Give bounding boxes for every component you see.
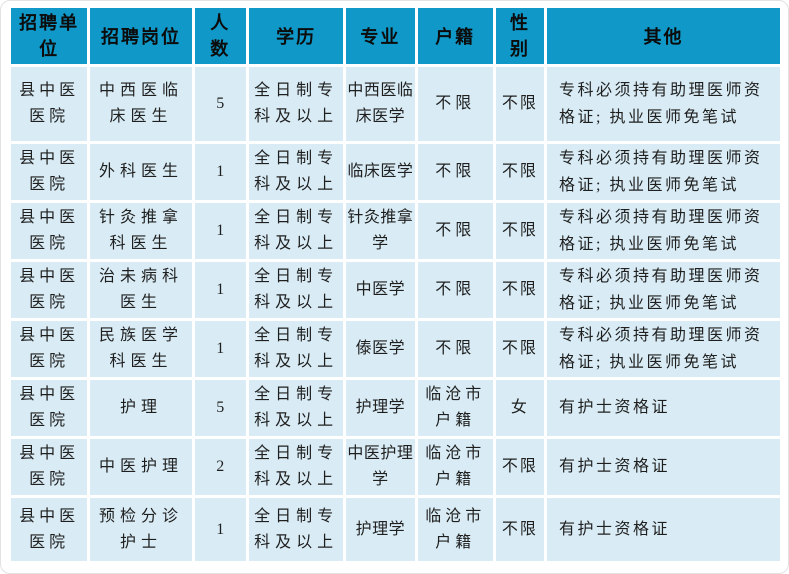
table-cell: 中医学 bbox=[346, 262, 415, 318]
column-header-label: 招聘单位 bbox=[19, 12, 80, 59]
table-cell: 临沧市户籍 bbox=[417, 439, 493, 495]
table-row: 县中医医院 护理 5 全日制专科及以上 护理学 临沧市户籍女有护士资格证 bbox=[11, 380, 780, 436]
table-cell: 专科必须持有助理医师资格证; 执业医师免笔试 bbox=[547, 67, 780, 141]
column-header: 性别 bbox=[495, 8, 545, 64]
table-row: 县中医医院 针灸推拿科医生 1 全日制专科及以上 针灸推拿学 不限 不限 专科必须持有助理医师… bbox=[11, 203, 780, 259]
column-header-label: 户籍 bbox=[435, 26, 476, 47]
table-cell: 预检分诊护士 bbox=[90, 498, 192, 561]
table-cell: 治未病科医生 bbox=[90, 262, 192, 318]
table-cell: 县中医医院 bbox=[11, 144, 88, 200]
header-row: 招聘单位 招聘岗位 人数 学历 专业 户籍 性别 其他 bbox=[11, 8, 780, 64]
table-cell: 女 bbox=[495, 380, 545, 436]
table-cell: 专科必须持有助理医师资格证; 执业医师免笔试 bbox=[547, 262, 780, 318]
table-cell: 全日制专科及以上 bbox=[248, 498, 344, 561]
table-cell: 不限 bbox=[417, 67, 493, 141]
column-header-label: 人数 bbox=[210, 12, 231, 59]
table-cell: 不限 bbox=[495, 498, 545, 561]
table-cell: 1 bbox=[194, 498, 246, 561]
table-cell: 1 bbox=[194, 203, 246, 259]
table-cell: 县中医医院 bbox=[11, 262, 88, 318]
table-cell: 不限 bbox=[495, 203, 545, 259]
table-cell: 外科医生 bbox=[90, 144, 192, 200]
table-cell: 全日制专科及以上 bbox=[248, 203, 344, 259]
table-cell: 县中医医院 bbox=[11, 439, 88, 495]
table-cell: 专科必须持有助理医师资格证; 执业医师免笔试 bbox=[547, 203, 780, 259]
table-body: 县中医医院 中西医临床医生 5 全日制专科及以上 中西医临床医学 不限 不限 专科必须持有助理… bbox=[11, 67, 780, 561]
table-cell: 护理学 bbox=[346, 498, 415, 561]
table-cell: 中西医临床医学 bbox=[346, 67, 415, 141]
table-cell: 5 bbox=[194, 67, 246, 141]
table-cell: 全日制专科及以上 bbox=[248, 67, 344, 141]
table-cell: 1 bbox=[194, 144, 246, 200]
table-cell: 县中医医院 bbox=[11, 67, 88, 141]
column-header-label: 学历 bbox=[276, 26, 317, 47]
column-header: 户籍 bbox=[417, 8, 493, 64]
table-row: 县中医医院 治未病科医生 1 全日制专科及以上 中医学 不限 不限 专科必须持有助理医师资格证… bbox=[11, 262, 780, 318]
table-row: 县中医医院 中西医临床医生 5 全日制专科及以上 中西医临床医学 不限 不限 专科必须持有助理… bbox=[11, 67, 780, 141]
table-cell: 不限 bbox=[495, 321, 545, 377]
table-cell: 不限 bbox=[417, 262, 493, 318]
recruitment-table: 招聘单位 招聘岗位 人数 学历 专业 户籍 性别 其他 县中医医院 中西医临床医生 5 全日制专科及… bbox=[8, 5, 783, 564]
table-cell: 全日制专科及以上 bbox=[248, 380, 344, 436]
table-cell: 全日制专科及以上 bbox=[248, 262, 344, 318]
table-row: 县中医医院 民族医学科医生 1 全日制专科及以上 傣医学 不限 不限 专科必须持有助理医师资格… bbox=[11, 321, 780, 377]
table-cell: 县中医医院 bbox=[11, 498, 88, 561]
table-row: 县中医医院 预检分诊护士 1 全日制专科及以上 护理学 临沧市户籍 不限 有护士资格证 bbox=[11, 498, 780, 561]
table-cell: 护理 bbox=[90, 380, 192, 436]
table-cell: 临床医学 bbox=[346, 144, 415, 200]
table-cell: 傣医学 bbox=[346, 321, 415, 377]
table-cell: 民族医学科医生 bbox=[90, 321, 192, 377]
table-cell: 1 bbox=[194, 262, 246, 318]
table-cell: 中西医临床医生 bbox=[90, 67, 192, 141]
column-header: 人数 bbox=[194, 8, 246, 64]
column-header-label: 性别 bbox=[509, 12, 530, 59]
table-cell: 中医护理学 bbox=[346, 439, 415, 495]
table-cell: 不限 bbox=[495, 67, 545, 141]
table-cell: 针灸推拿科医生 bbox=[90, 203, 192, 259]
column-header: 招聘单位 bbox=[11, 8, 88, 64]
table-cell: 有护士资格证 bbox=[547, 439, 780, 495]
table-header: 招聘单位 招聘岗位 人数 学历 专业 户籍 性别 其他 bbox=[11, 8, 780, 64]
table-cell: 中医护理 bbox=[90, 439, 192, 495]
table-cell: 2 bbox=[194, 439, 246, 495]
table-cell: 不限 bbox=[495, 262, 545, 318]
column-header: 学历 bbox=[248, 8, 344, 64]
table-row: 县中医医院 外科医生 1 全日制专科及以上 临床医学 不限 不限 专科必须持有助理医师资格证;… bbox=[11, 144, 780, 200]
table-cell: 1 bbox=[194, 321, 246, 377]
table-cell: 不限 bbox=[495, 439, 545, 495]
table-cell: 县中医医院 bbox=[11, 203, 88, 259]
table-row: 县中医医院 中医护理 2 全日制专科及以上 中医护理学 临沧市户籍 不限 有护士资格证 bbox=[11, 439, 780, 495]
table-cell: 不限 bbox=[417, 321, 493, 377]
table-cell: 有护士资格证 bbox=[547, 380, 780, 436]
column-header-label: 专业 bbox=[360, 26, 401, 47]
table-cell: 全日制专科及以上 bbox=[248, 439, 344, 495]
table-cell: 不限 bbox=[495, 144, 545, 200]
table-cell: 针灸推拿学 bbox=[346, 203, 415, 259]
table-cell: 5 bbox=[194, 380, 246, 436]
table-cell: 专科必须持有助理医师资格证; 执业医师免笔试 bbox=[547, 144, 780, 200]
column-header: 专业 bbox=[346, 8, 415, 64]
table-cell: 不限 bbox=[417, 144, 493, 200]
column-header: 其他 bbox=[547, 8, 780, 64]
table-cell: 全日制专科及以上 bbox=[248, 321, 344, 377]
table-cell: 临沧市户籍 bbox=[417, 380, 493, 436]
table-cell: 全日制专科及以上 bbox=[248, 144, 344, 200]
table-cell: 有护士资格证 bbox=[547, 498, 780, 561]
table-cell: 护理学 bbox=[346, 380, 415, 436]
column-header-label: 招聘岗位 bbox=[101, 26, 181, 47]
table-cell: 县中医医院 bbox=[11, 380, 88, 436]
table-cell: 县中医医院 bbox=[11, 321, 88, 377]
table-cell: 专科必须持有助理医师资格证; 执业医师免笔试 bbox=[547, 321, 780, 377]
table-cell: 不限 bbox=[417, 203, 493, 259]
table-cell: 临沧市户籍 bbox=[417, 498, 493, 561]
column-header-label: 其他 bbox=[643, 26, 684, 47]
column-header: 招聘岗位 bbox=[90, 8, 192, 64]
